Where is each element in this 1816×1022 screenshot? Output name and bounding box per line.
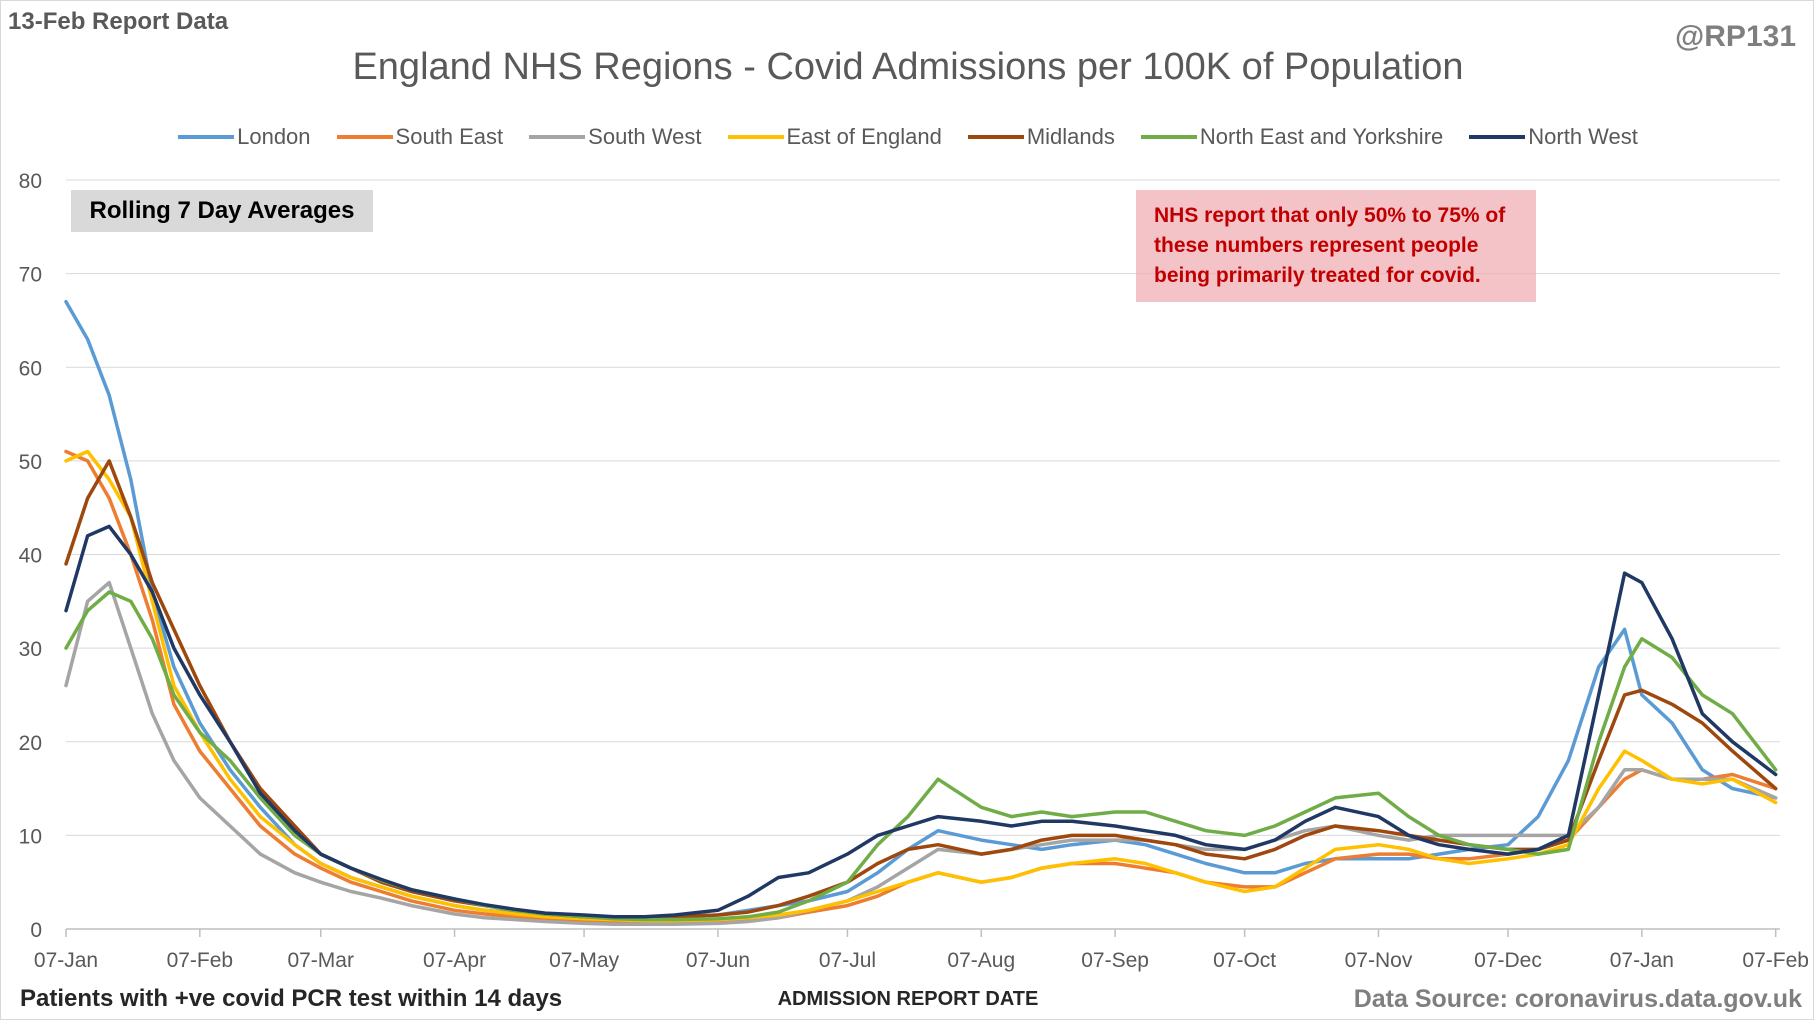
legend-item-london: London xyxy=(178,124,311,150)
x-tick-label: 07-Feb xyxy=(1742,949,1809,972)
x-tick-label: 07-Jun xyxy=(686,949,750,972)
y-tick-label: 50 xyxy=(19,451,42,474)
x-tick-label: 07-Mar xyxy=(287,949,354,972)
legend-item-south-west: South West xyxy=(529,124,702,150)
x-axis-title: ADMISSION REPORT DATE xyxy=(777,988,1039,1010)
legend-swatch xyxy=(967,135,1024,139)
y-tick-label: 30 xyxy=(19,638,42,661)
y-tick-label: 80 xyxy=(19,170,42,193)
legend-swatch xyxy=(336,135,393,139)
series-line-south-west xyxy=(64,580,1778,927)
x-tick-label: 07-Dec xyxy=(1474,949,1542,972)
chart-axes: 0 10 20 30 40 50 60 70 80 07-Jan 07-Feb 07-Mar 07-Ap… xyxy=(19,170,1809,972)
legend-label: London xyxy=(237,124,311,149)
y-tick-label: 20 xyxy=(19,732,42,755)
x-tick-label: 07-Jan xyxy=(1610,949,1674,972)
data-source-footnote: Data Source: coronavirus.data.gov.uk xyxy=(1353,985,1802,1013)
x-tick-label: 07-Apr xyxy=(423,949,486,972)
legend-swatch xyxy=(727,135,784,139)
x-tick-label: 07-Nov xyxy=(1345,949,1413,972)
legend-swatch xyxy=(178,135,235,139)
legend-label: North West xyxy=(1528,124,1638,149)
legend-item-east-of-england: East of England xyxy=(727,124,942,150)
report-date-label: 13-Feb Report Data xyxy=(8,8,229,35)
x-tick-label: 07-Feb xyxy=(167,949,234,972)
x-tick-label: 07-Jan xyxy=(34,949,98,972)
legend-label: South East xyxy=(395,124,504,149)
chart-series-lines xyxy=(64,299,1778,927)
legend-item-north-west: North West xyxy=(1469,124,1638,150)
legend-label: North East and Yorkshire xyxy=(1199,124,1444,149)
y-tick-label: 40 xyxy=(19,545,42,568)
legend-item-midlands: Midlands xyxy=(967,124,1115,150)
x-tick-label: 07-Sep xyxy=(1081,949,1149,972)
y-tick-label: 70 xyxy=(19,264,42,287)
x-tick-label: 07-Aug xyxy=(947,949,1015,972)
x-tick-label: 07-May xyxy=(549,949,620,972)
test-criteria-footnote: Patients with +ve covid PCR test within … xyxy=(20,985,563,1012)
chart-title: England NHS Regions - Covid Admissions p… xyxy=(352,46,1464,88)
series-line-east-of-england xyxy=(64,449,1778,923)
legend-swatch xyxy=(1469,135,1526,139)
x-tick-label: 07-Jul xyxy=(819,949,876,972)
rolling-average-badge: Rolling 7 Day Averages xyxy=(71,190,373,232)
author-handle: @RP131 xyxy=(1675,20,1796,53)
legend-label: East of England xyxy=(786,124,942,149)
y-tick-label: 10 xyxy=(19,825,42,848)
series-line-london xyxy=(64,299,1778,920)
legend-swatch xyxy=(1140,135,1197,139)
series-line-north-west xyxy=(64,524,1778,919)
y-tick-label: 60 xyxy=(19,357,42,380)
legend-item-south-east: South East xyxy=(336,124,504,150)
y-tick-label: 0 xyxy=(30,919,42,942)
chart-legend: London South East South West East of Englan… xyxy=(0,124,1816,150)
nhs-note-box: NHS report that only 50% to 75% of these… xyxy=(1136,190,1536,302)
x-tick-label: 07-Oct xyxy=(1213,949,1276,972)
legend-label: South West xyxy=(588,124,702,149)
legend-swatch xyxy=(529,135,586,139)
series-line-midlands xyxy=(64,459,1778,920)
legend-label: Midlands xyxy=(1026,124,1115,149)
legend-item-north-east-and-yorkshire: North East and Yorkshire xyxy=(1140,124,1444,150)
